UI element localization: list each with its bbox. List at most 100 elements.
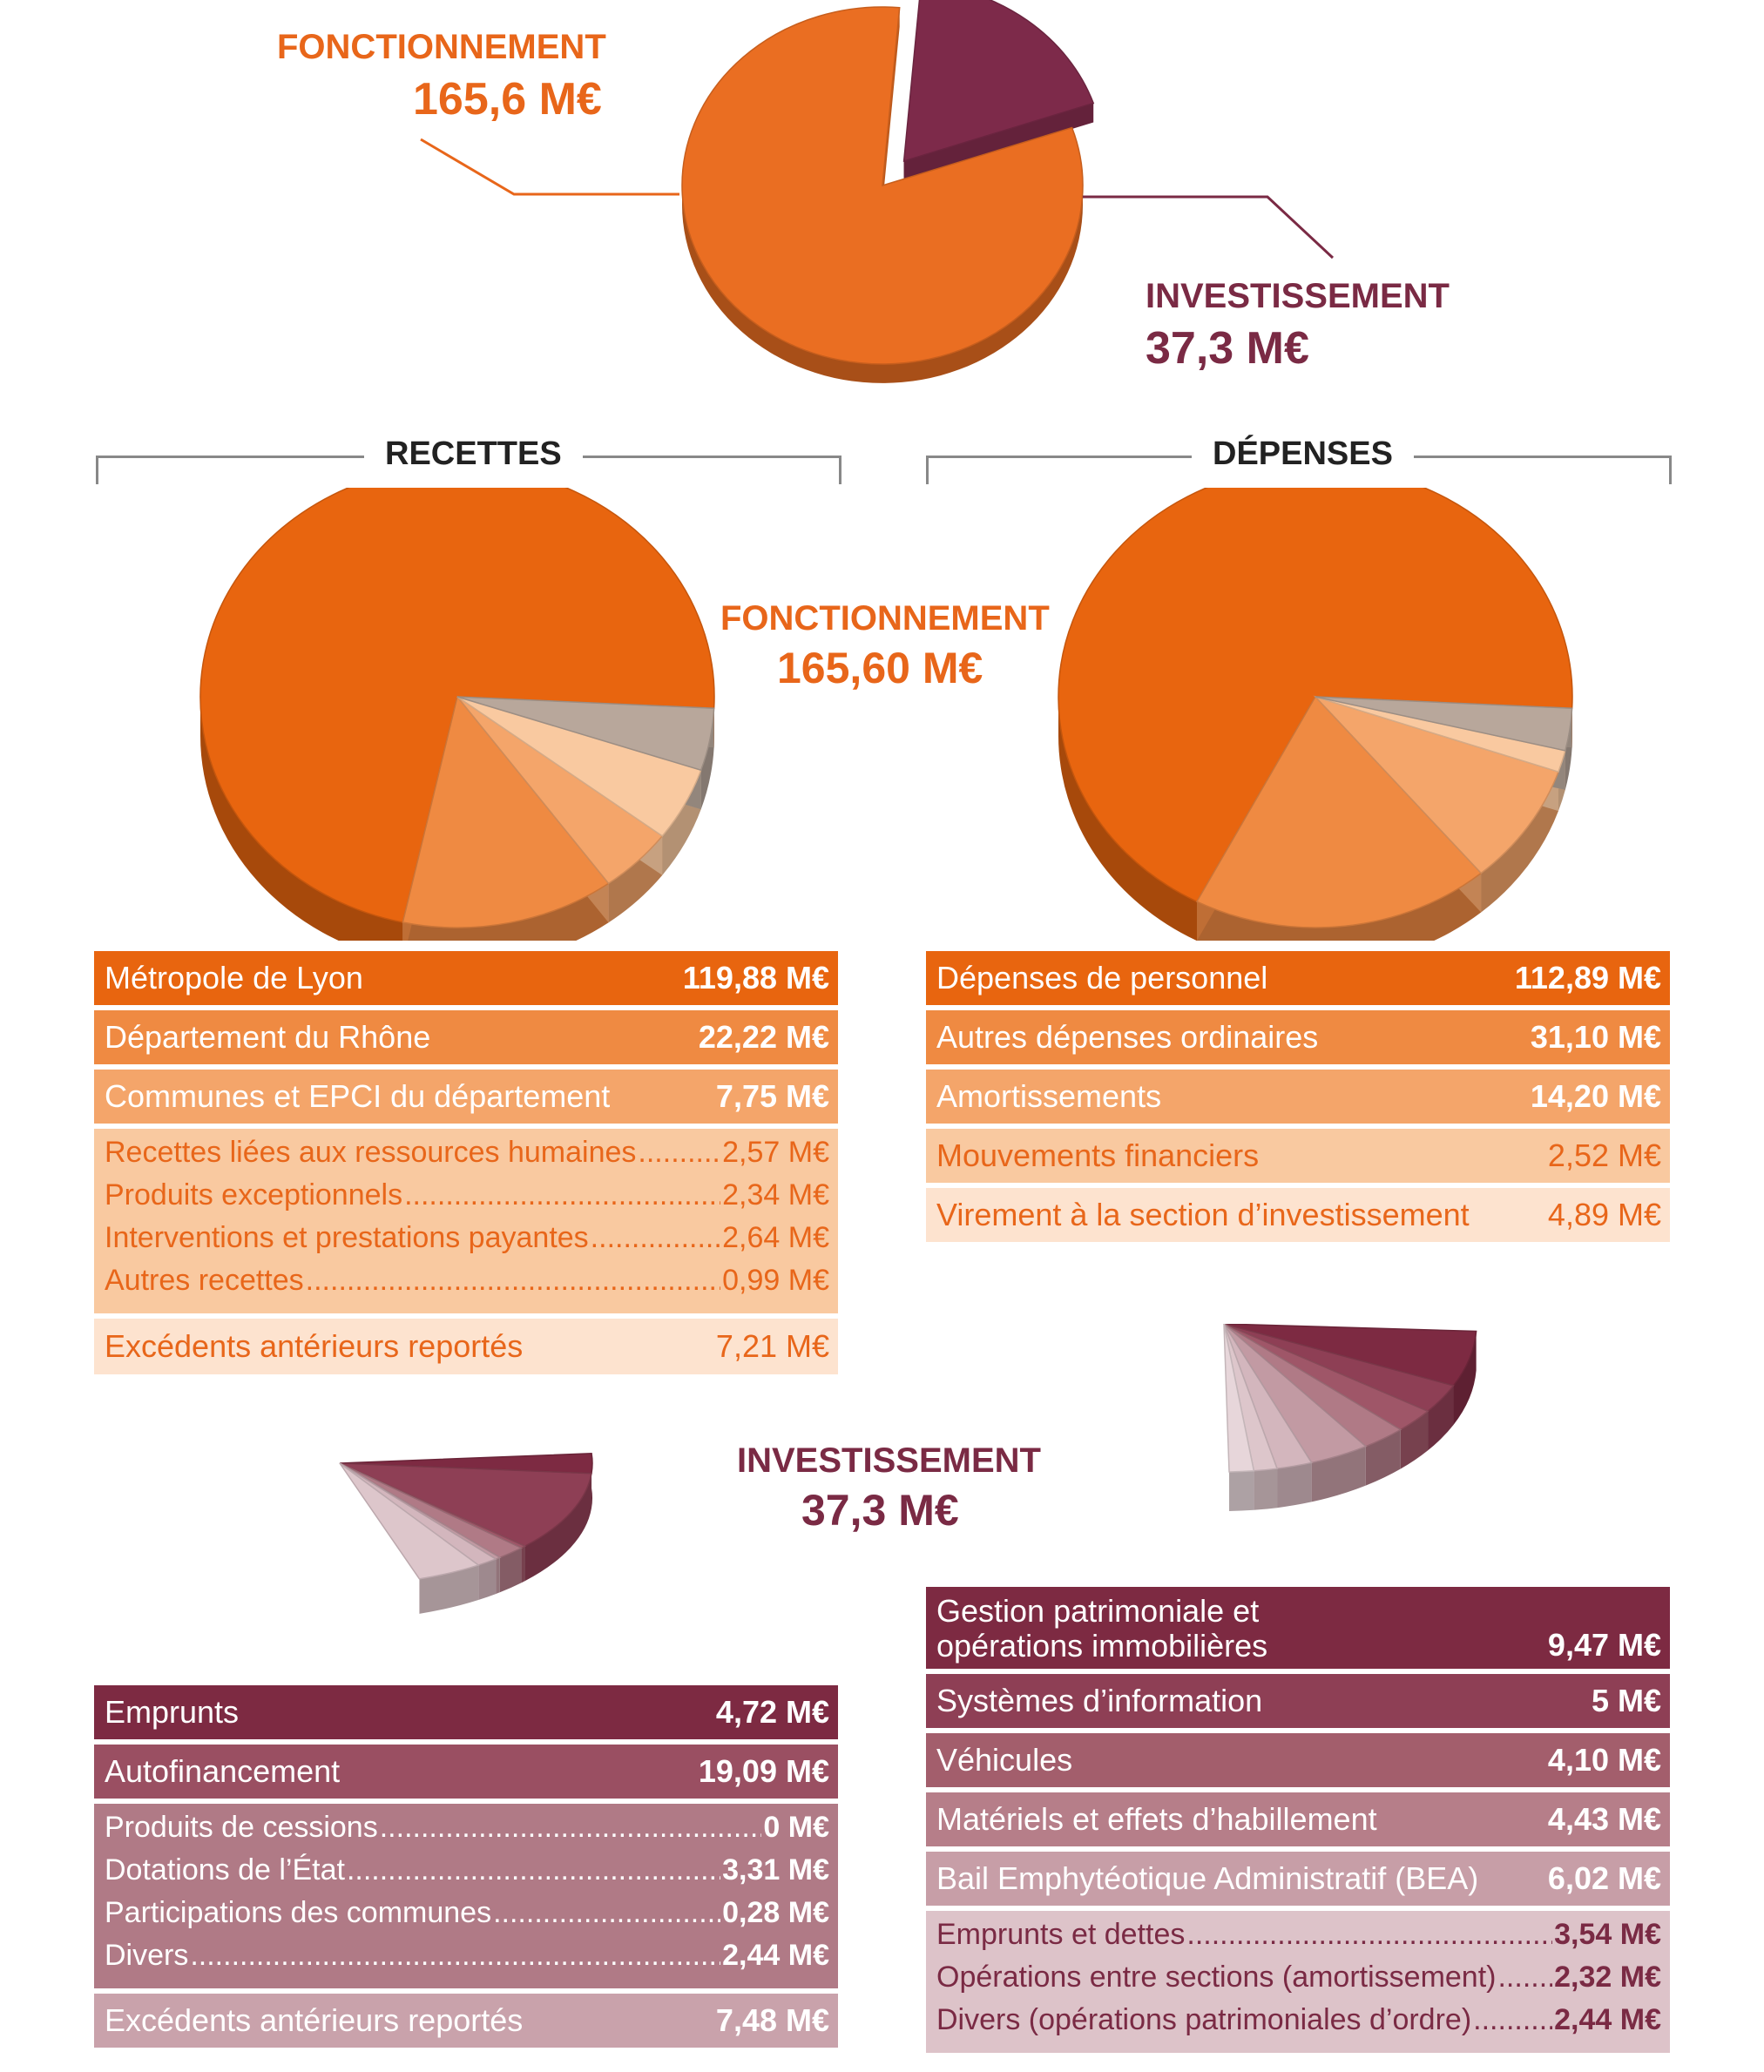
list-item: Autres recettes 0,99 M€ <box>105 1264 829 1306</box>
row-label: Systèmes d’information <box>936 1683 1263 1718</box>
table-row: Mouvements financiers 2,52 M€ <box>926 1129 1670 1183</box>
dot-leader <box>380 1811 762 1845</box>
row-value: 22,22 M€ <box>698 1019 829 1055</box>
row-value: 6,02 M€ <box>1547 1860 1661 1896</box>
top-fonct-label: FONCTIONNEMENT <box>277 28 606 66</box>
row-label: Gestion patrimoniale et opérations immob… <box>936 1593 1268 1664</box>
depenses-invest-table: Gestion patrimoniale et opérations immob… <box>926 1587 1670 2058</box>
top-pie-slice <box>902 0 1095 162</box>
invest-depenses-fan-side <box>1277 1462 1312 1508</box>
dot-leader <box>190 1939 720 1973</box>
item-label: Participations des communes <box>105 1896 492 1929</box>
dot-leader <box>638 1136 720 1170</box>
invest-recettes-fan-side <box>419 1565 479 1614</box>
invest-recettes-fan-side <box>478 1559 497 1601</box>
list-item: Participations des communes 0,28 M€ <box>105 1896 829 1939</box>
item-value: 2,64 M€ <box>722 1221 829 1254</box>
invest-depenses-fan-side <box>1254 1468 1278 1510</box>
depenses-fonct-table: Dépenses de personnel 112,89 M€ Autres d… <box>926 951 1670 1247</box>
table-row: Département du Rhône 22,22 M€ <box>94 1010 838 1064</box>
leader-line-fonctionnement <box>420 138 679 196</box>
dot-leader <box>591 1221 720 1255</box>
invest-pies <box>339 1324 1477 1614</box>
row-label: Communes et EPCI du département <box>105 1078 611 1114</box>
row-value: 7,48 M€ <box>715 2002 829 2038</box>
row-value: 2,52 M€ <box>1547 1137 1661 1173</box>
item-label: Produits exceptionnels <box>105 1178 403 1211</box>
item-label: Recettes liées aux ressources humaines <box>105 1136 637 1169</box>
invest-recettes-fan-side <box>496 1557 500 1595</box>
list-item: Produits exceptionnels 2,34 M€ <box>105 1178 829 1221</box>
recettes-pie-slice <box>199 488 715 923</box>
table-row: Gestion patrimoniale et opérations immob… <box>926 1587 1670 1669</box>
fonct-pies <box>199 488 1573 941</box>
bottom-invest-value: 37,3 M€ <box>801 1486 959 1535</box>
table-row: Métropole de Lyon 119,88 M€ <box>94 951 838 1005</box>
top-pie-chart <box>420 0 1335 383</box>
depenses-pie-slice <box>1315 696 1573 752</box>
recettes-pie-slice <box>456 696 715 772</box>
item-label: Divers (opérations patrimoniales d’ordre… <box>936 2003 1472 2036</box>
item-label: Opérations entre sections (amortissement… <box>936 1961 1497 1994</box>
recettes-pie-slice-side <box>700 708 714 810</box>
item-value: 2,57 M€ <box>722 1136 829 1169</box>
dot-leader <box>493 1896 720 1930</box>
invest-depenses-fan-side <box>1311 1446 1366 1502</box>
list-item: Interventions et prestations payantes 2,6… <box>105 1221 829 1264</box>
depenses-pie-slice <box>1313 695 1559 874</box>
table-group: Recettes liées aux ressources humaines 2,… <box>94 1129 838 1313</box>
top-invest-label: INVESTISSEMENT <box>1146 277 1450 315</box>
list-item: Produits de cessions 0 M€ <box>105 1811 829 1853</box>
invest-depenses-fan-side <box>1453 1331 1477 1425</box>
invest-depenses-fan-side <box>1365 1429 1401 1486</box>
list-item: Divers (opérations patrimoniales d’ordre… <box>936 2003 1661 2046</box>
table-row: Emprunts 4,72 M€ <box>94 1685 838 1739</box>
bottom-invest-label: INVESTISSEMENT <box>737 1441 1041 1480</box>
recettes-pie-slice <box>402 695 610 928</box>
middle-fonct-label: FONCTIONNEMENT <box>720 599 1050 638</box>
table-row: Systèmes d’information 5 M€ <box>926 1674 1670 1728</box>
row-label: Excédents antérieurs reportés <box>105 1328 524 1364</box>
item-label: Autres recettes <box>105 1264 304 1297</box>
dot-leader <box>347 1853 720 1887</box>
dot-leader <box>1497 1961 1552 1994</box>
item-label: Interventions et prestations payantes <box>105 1221 589 1254</box>
row-label: Dépenses de personnel <box>936 960 1268 996</box>
row-value: 14,20 M€ <box>1530 1078 1661 1114</box>
row-value: 112,89 M€ <box>1514 960 1661 996</box>
invest-recettes-fan-side <box>521 1546 525 1583</box>
depenses-pie-slice <box>1195 695 1483 928</box>
recettes-header: RECETTES <box>364 435 583 473</box>
recettes-invest-table: Emprunts 4,72 M€ Autofinancement 19,09 M… <box>94 1685 838 2053</box>
row-label: Excédents antérieurs reportés <box>105 2002 524 2038</box>
row-label: Virement à la section d’investissement <box>936 1197 1470 1232</box>
table-row: Autofinancement 19,09 M€ <box>94 1745 838 1799</box>
item-value: 2,44 M€ <box>1554 2003 1661 2036</box>
row-label: Autofinancement <box>105 1753 341 1789</box>
row-label: Département du Rhône <box>105 1019 431 1055</box>
row-value: 4,89 M€ <box>1547 1197 1661 1232</box>
invest-recettes-fan-side <box>524 1473 591 1582</box>
top-invest-value: 37,3 M€ <box>1146 323 1309 374</box>
table-row: Matériels et effets d’habillement 4,43 M… <box>926 1792 1670 1846</box>
item-label: Emprunts et dettes <box>936 1918 1186 1951</box>
dot-leader <box>1186 1918 1552 1952</box>
depenses-pie-slice <box>1058 488 1573 903</box>
table-row: Virement à la section d’investissement 4… <box>926 1188 1670 1242</box>
top-pie-slice-face <box>903 103 1094 180</box>
list-item: Opérations entre sections (amortissement… <box>936 1961 1661 2003</box>
table-row: Autres dépenses ordinaires 31,10 M€ <box>926 1010 1670 1064</box>
invest-depenses-fan-slice <box>1223 1324 1255 1473</box>
row-value: 7,21 M€ <box>715 1328 829 1364</box>
row-value: 4,10 M€ <box>1547 1742 1661 1778</box>
row-value: 9,47 M€ <box>1547 1627 1661 1663</box>
table-row: Excédents antérieurs reportés 7,21 M€ <box>94 1319 838 1374</box>
row-label: Emprunts <box>105 1694 240 1730</box>
recettes-pie-slice-side <box>200 697 403 941</box>
item-label: Divers <box>105 1939 189 1972</box>
item-value: 3,54 M€ <box>1554 1918 1661 1951</box>
row-label: Autres dépenses ordinaires <box>936 1019 1319 1055</box>
row-label: Amortissements <box>936 1078 1162 1114</box>
row-value: 19,09 M€ <box>698 1753 829 1789</box>
leader-line-investissement <box>1083 195 1335 260</box>
